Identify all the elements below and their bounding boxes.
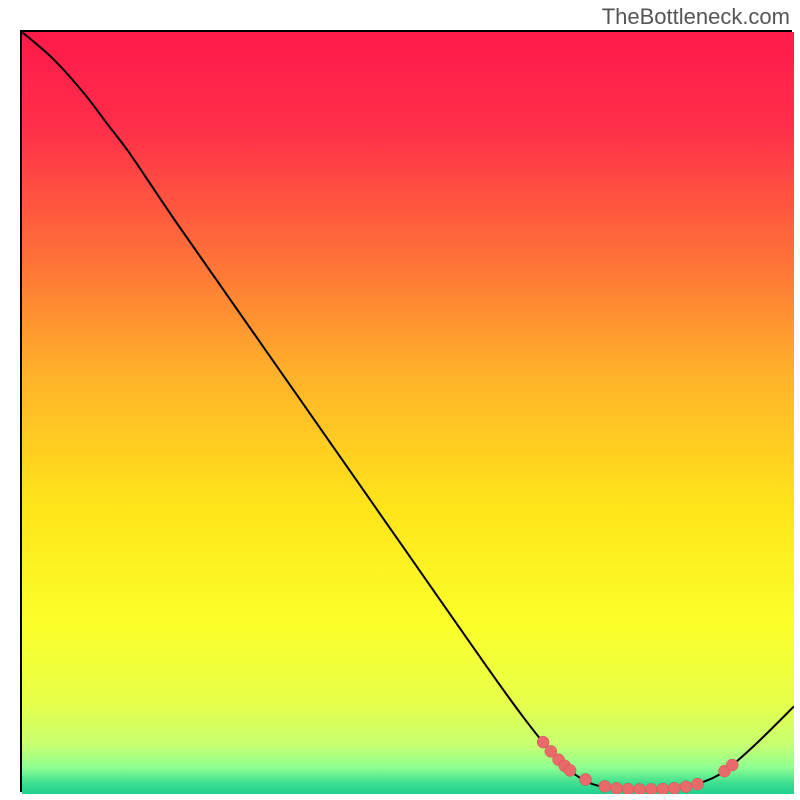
marker-point <box>726 759 738 771</box>
marker-point <box>610 782 622 794</box>
watermark-text: TheBottleneck.com <box>602 4 790 30</box>
marker-point <box>680 781 692 793</box>
chart-svg <box>22 32 794 794</box>
marker-point <box>580 774 592 786</box>
marker-point <box>645 783 657 794</box>
marker-point <box>564 764 576 776</box>
chart-container: TheBottleneck.com <box>0 0 800 800</box>
plot-area <box>20 30 792 792</box>
marker-point <box>657 783 669 794</box>
marker-point <box>692 778 704 790</box>
marker-point <box>622 783 634 794</box>
marker-point <box>634 783 646 794</box>
marker-point <box>668 782 680 794</box>
marker-point <box>599 780 611 792</box>
gradient-background <box>22 32 794 794</box>
